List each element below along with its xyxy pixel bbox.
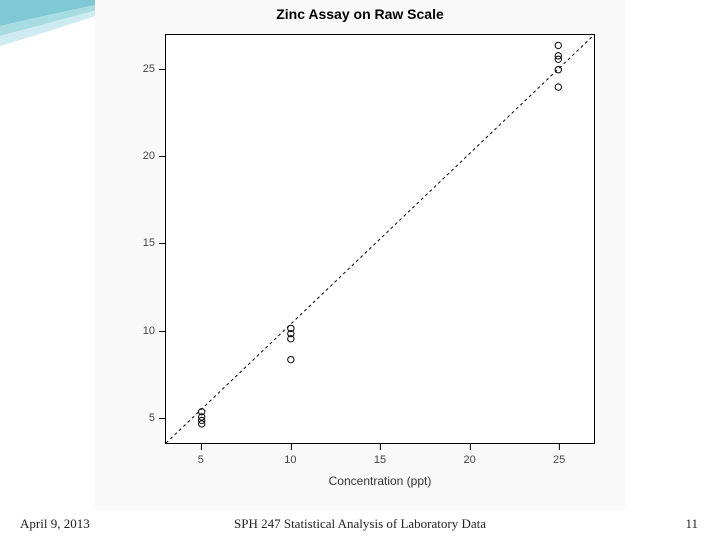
y-tick: 10 [135, 325, 165, 337]
y-tick: 5 [135, 412, 165, 424]
x-tick: 15 [374, 444, 386, 466]
x-axis-label: Concentration (ppt) [165, 474, 595, 488]
slide-footer: April 9, 2013 SPH 247 Statistical Analys… [0, 510, 720, 532]
plot-svg [166, 35, 594, 443]
fit-line [166, 35, 594, 443]
y-tick: 15 [135, 237, 165, 249]
data-point [555, 67, 561, 73]
x-tick: 10 [284, 444, 296, 466]
x-tick: 25 [553, 444, 565, 466]
x-tick: 5 [198, 444, 204, 466]
plot-area [165, 34, 595, 444]
data-point [288, 356, 294, 362]
footer-course: SPH 247 Statistical Analysis of Laborato… [0, 516, 720, 532]
y-tick: 25 [135, 63, 165, 75]
footer-page: 11 [685, 516, 698, 532]
plot-outer: Measured Concentration (ppt) Concentrati… [165, 34, 595, 444]
x-tick: 20 [463, 444, 475, 466]
chart-figure: Zinc Assay on Raw Scale Measured Concent… [95, 0, 625, 510]
data-point [555, 42, 561, 48]
chart-title: Zinc Assay on Raw Scale [95, 6, 625, 22]
y-tick: 20 [135, 150, 165, 162]
data-point [555, 84, 561, 90]
